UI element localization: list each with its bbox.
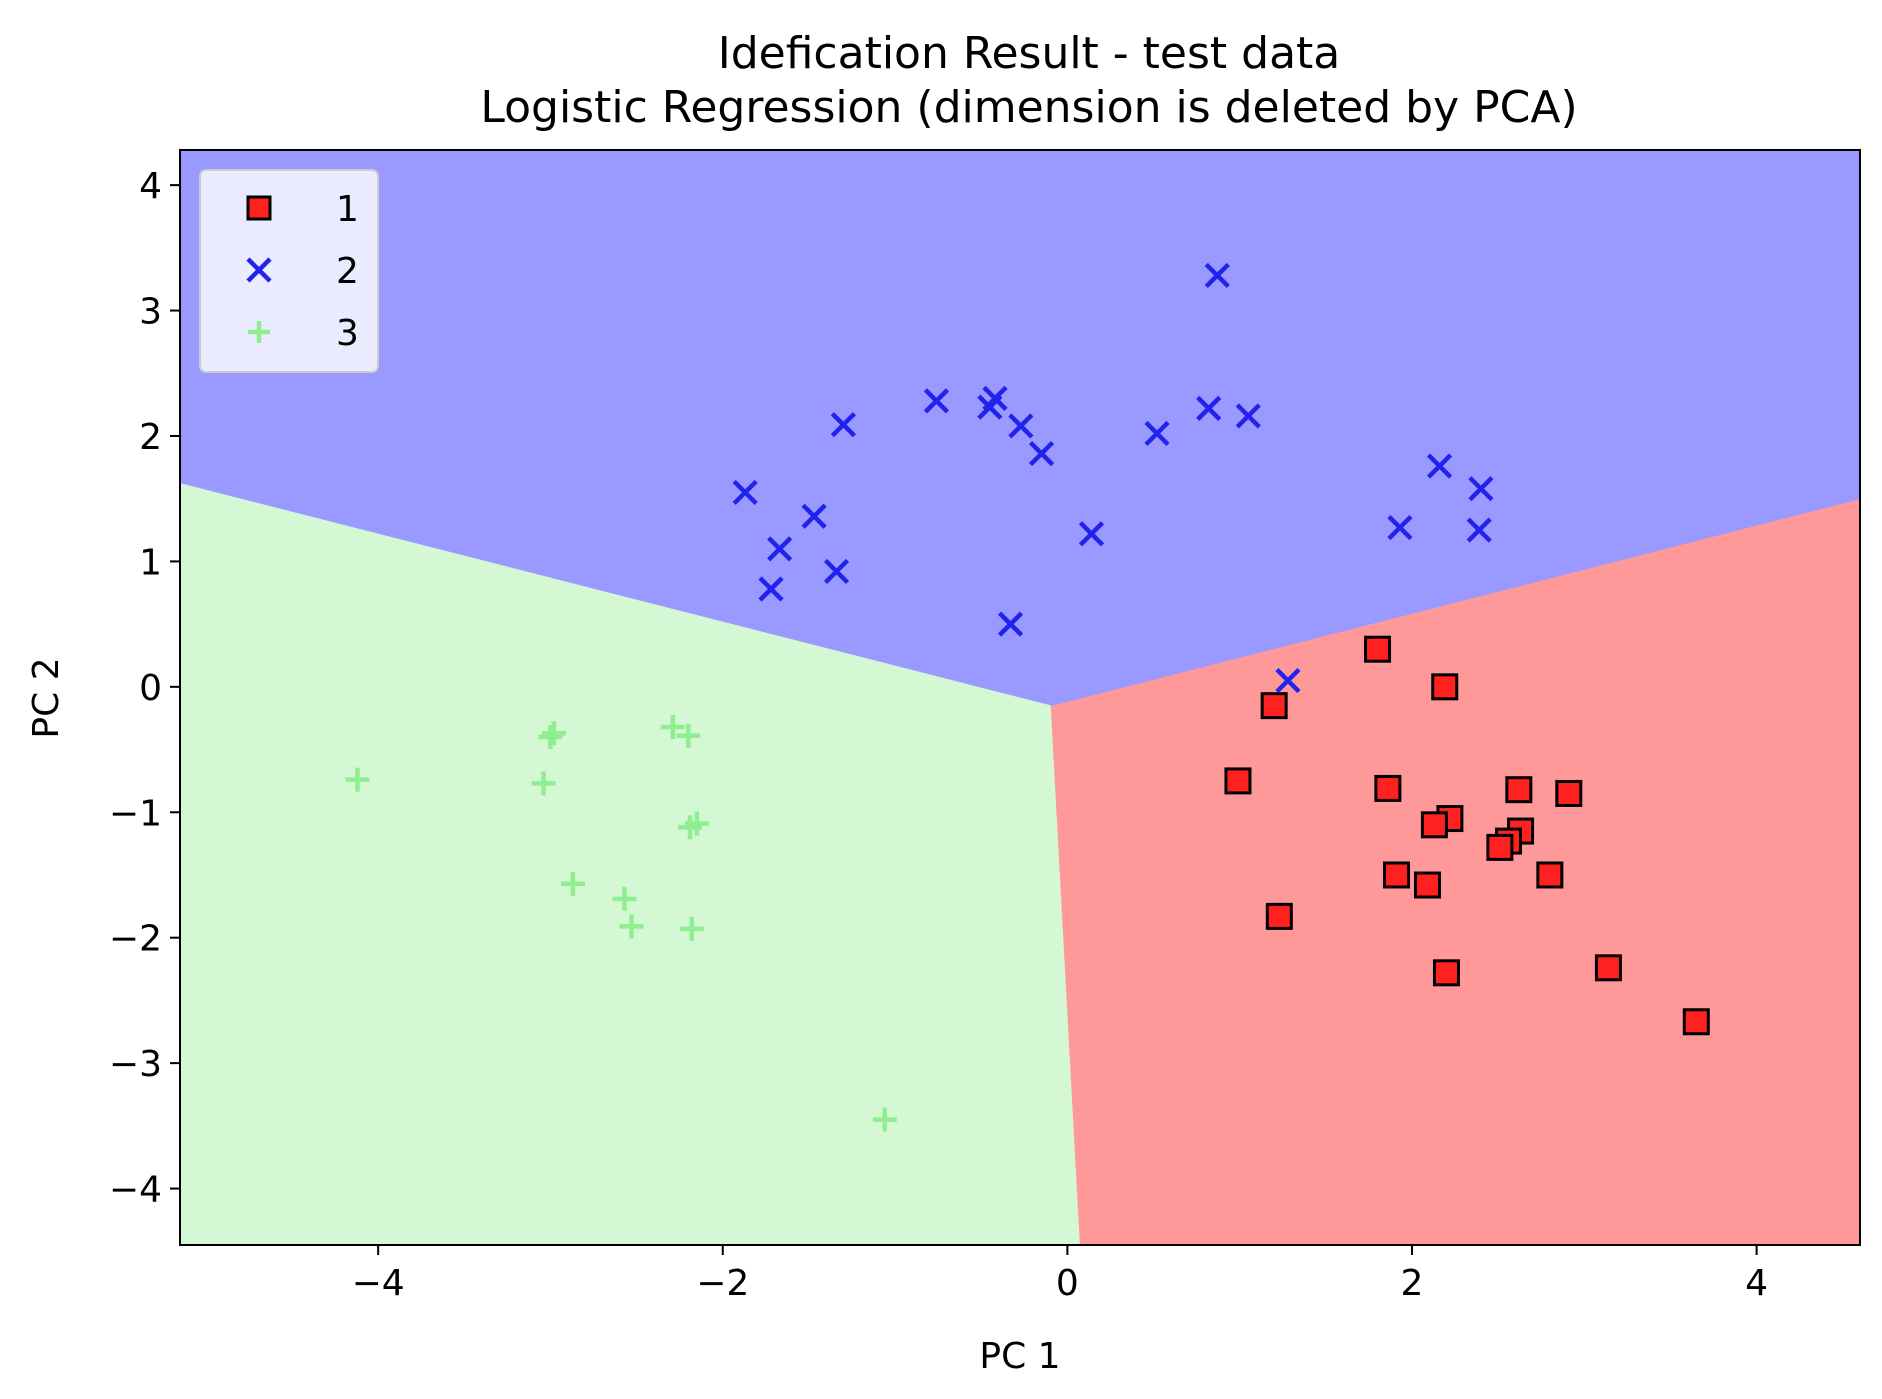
x-axis-label: PC 1 [979, 1336, 1060, 1377]
point-class-1-18 [1682, 1008, 1710, 1036]
x-tick-label: −4 [352, 1263, 405, 1304]
point-class-1-13 [1536, 861, 1564, 889]
y-tick-label: −2 [109, 919, 162, 960]
point-class-3-5 [531, 771, 556, 796]
y-tick-label: 4 [139, 166, 162, 207]
point-class-3-2 [538, 725, 563, 750]
point-class-2-21 [1275, 667, 1301, 694]
point-class-3-7 [678, 815, 703, 840]
data-points [345, 262, 1710, 1132]
point-class-1-5 [1505, 776, 1533, 804]
legend-marker-2 [246, 257, 272, 283]
decision-regions [179, 149, 1861, 1246]
point-class-2-9 [1028, 440, 1055, 467]
y-tick-label: −3 [109, 1044, 162, 1085]
y-tick-label: 2 [139, 417, 162, 458]
point-class-2-3 [977, 394, 1003, 420]
point-class-2-19 [758, 576, 784, 602]
point-class-3-11 [679, 916, 704, 941]
legend: 1 2 3 [199, 169, 379, 373]
point-class-3-12 [872, 1107, 897, 1132]
point-class-2-15 [1466, 517, 1492, 543]
point-class-1-14 [1414, 871, 1442, 899]
legend-label-3: 3 [336, 313, 359, 354]
point-class-2-20 [997, 611, 1024, 637]
plot-frame [179, 149, 1861, 1246]
point-class-3-3 [676, 723, 701, 748]
point-class-3-8 [560, 871, 585, 896]
point-class-1-15 [1265, 902, 1293, 930]
point-class-1-11 [1486, 833, 1514, 861]
point-class-2-6 [830, 412, 856, 438]
point-class-1-0 [1364, 635, 1392, 663]
chart-subtitle: Logistic Regression (dimension is delete… [480, 82, 1577, 133]
point-class-1-12 [1382, 861, 1410, 889]
legend-marker-1 [246, 195, 272, 221]
point-class-2-8 [1144, 420, 1170, 447]
point-class-3-9 [612, 886, 637, 911]
y-tick-label: 1 [139, 542, 162, 583]
point-class-1-6 [1555, 779, 1583, 807]
legend-label-2: 2 [336, 251, 359, 292]
point-class-1-3 [1224, 767, 1252, 795]
x-axis-ticks: −4 −2 0 2 4 [352, 1245, 1768, 1304]
point-class-3-1 [541, 721, 566, 746]
point-class-2-1 [923, 388, 950, 414]
point-class-2-4 [1196, 395, 1222, 421]
legend-box [199, 169, 379, 373]
point-class-3-0 [660, 714, 685, 739]
x-tick-label: −2 [696, 1263, 749, 1304]
point-class-1-17 [1594, 954, 1622, 982]
chart-title: Idefication Result - test data [718, 28, 1341, 79]
y-tick-label: −1 [109, 793, 162, 834]
point-class-1-1 [1431, 673, 1459, 701]
point-class-3-10 [619, 914, 644, 939]
y-axis-label: PC 2 [26, 657, 67, 738]
point-class-2-12 [732, 479, 758, 506]
legend-label-1: 1 [336, 189, 359, 230]
point-class-2-14 [1387, 514, 1413, 541]
y-axis-ticks: −4 −3 −2 −1 0 1 2 3 4 [109, 166, 180, 1211]
y-tick-label: 0 [139, 668, 162, 709]
point-class-2-0 [1204, 262, 1230, 289]
point-class-2-16 [1078, 521, 1105, 547]
y-tick-label: −4 [109, 1170, 162, 1211]
point-class-2-7 [1008, 413, 1034, 439]
point-class-2-17 [767, 536, 793, 562]
point-class-2-5 [1235, 403, 1261, 429]
y-tick-label: 3 [139, 292, 162, 333]
point-class-1-4 [1374, 774, 1402, 802]
legend-marker-3 [248, 321, 270, 343]
point-class-1-2 [1260, 692, 1288, 720]
x-tick-label: 4 [1745, 1263, 1768, 1304]
point-class-1-8 [1420, 811, 1448, 839]
point-class-2-18 [823, 558, 850, 585]
x-tick-label: 0 [1056, 1263, 1079, 1304]
point-class-2-11 [1468, 476, 1494, 502]
point-class-2-10 [1426, 453, 1453, 479]
point-class-1-16 [1432, 959, 1460, 987]
x-tick-label: 2 [1401, 1263, 1424, 1304]
point-class-2-13 [801, 503, 827, 529]
point-class-3-4 [345, 767, 370, 792]
